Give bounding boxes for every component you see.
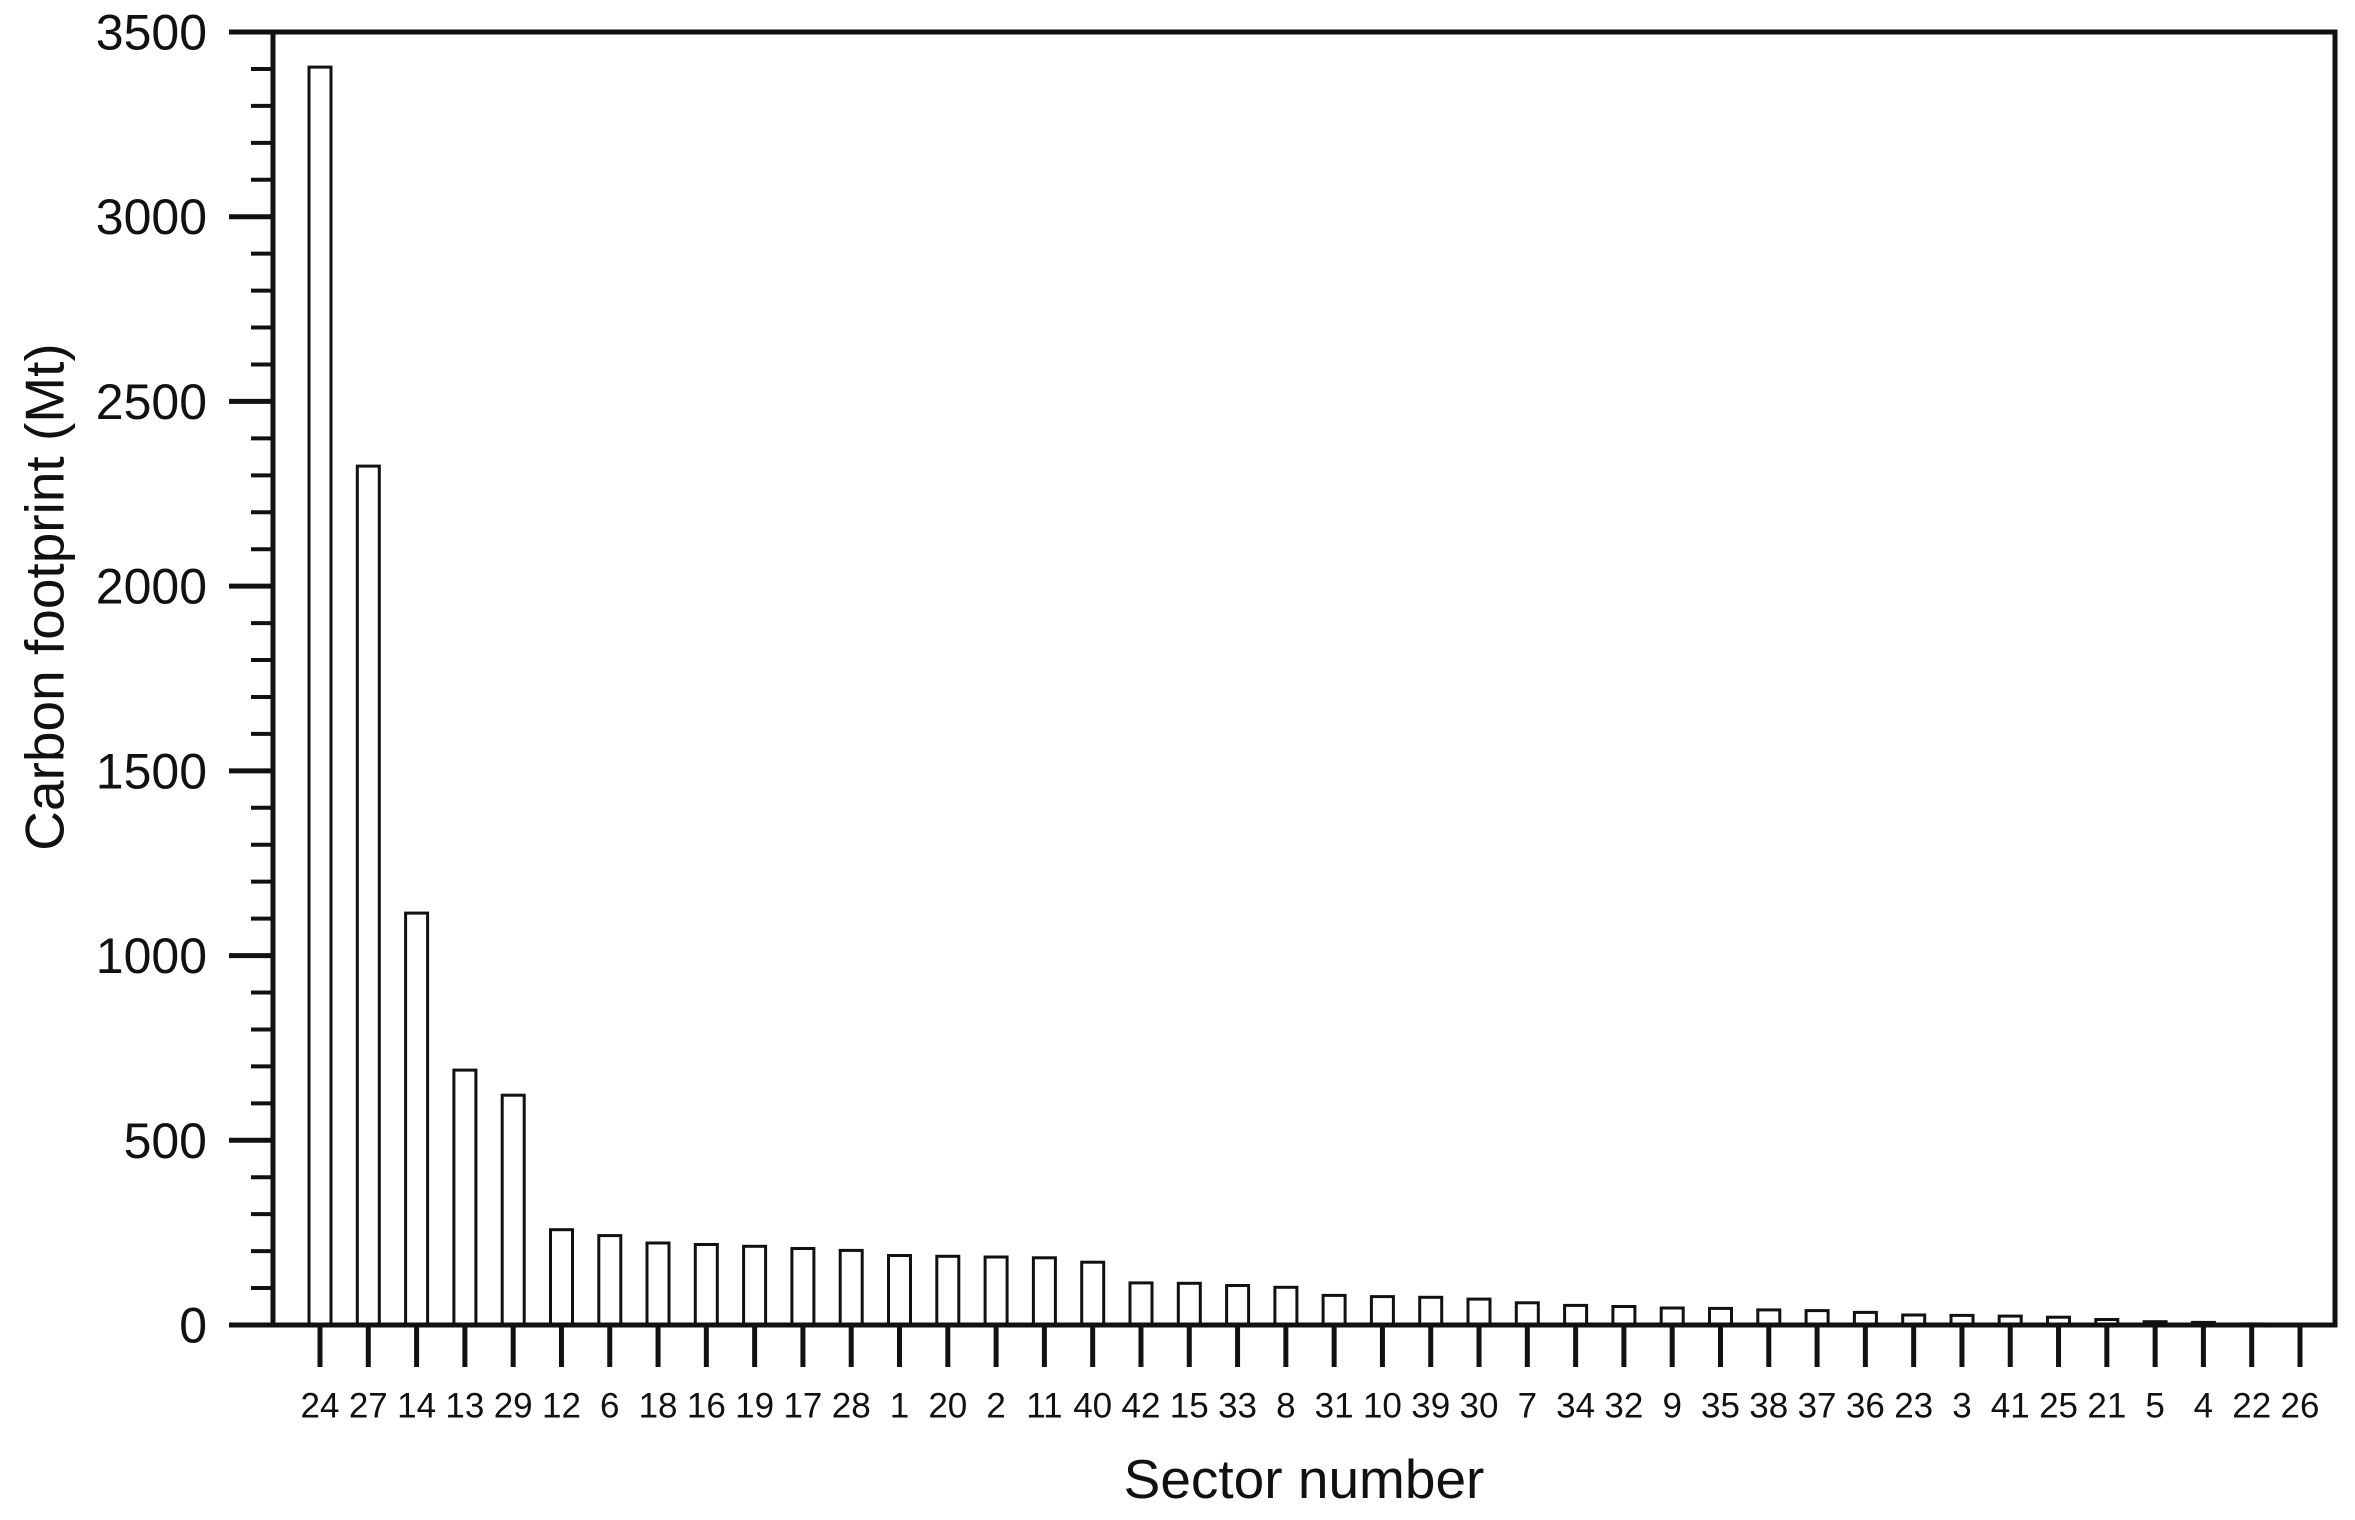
- y-tick-label: 0: [179, 1298, 207, 1354]
- x-tick-label: 10: [1363, 1386, 1402, 1425]
- x-tick-label: 31: [1315, 1386, 1354, 1425]
- bar: [887, 1254, 912, 1327]
- x-tick-label: 5: [2145, 1386, 2164, 1425]
- bar: [1418, 1295, 1444, 1327]
- y-tick-label: 1000: [96, 928, 207, 984]
- x-tick-label: 24: [301, 1386, 340, 1425]
- y-tick-label: 2500: [96, 374, 207, 430]
- y-tick-label: 2000: [96, 559, 207, 615]
- x-axis-title: Sector number: [1123, 1448, 1485, 1510]
- x-tick-label: 35: [1701, 1386, 1740, 1425]
- x-tick-label: 3: [1952, 1386, 1971, 1425]
- bar: [1128, 1281, 1154, 1327]
- x-tick-label: 13: [445, 1386, 484, 1425]
- x-tick-label: 21: [2087, 1386, 2126, 1425]
- bar: [1176, 1281, 1202, 1327]
- x-tick-label: 14: [397, 1386, 436, 1425]
- x-tick-label: 7: [1518, 1386, 1537, 1425]
- x-tick-label: 1: [890, 1386, 909, 1425]
- x-tick-label: 32: [1604, 1386, 1643, 1425]
- x-tick-label: 6: [600, 1386, 619, 1425]
- x-tick-label: 37: [1798, 1386, 1837, 1425]
- x-tick-label: 36: [1846, 1386, 1885, 1425]
- x-tick-label: 2: [986, 1386, 1005, 1425]
- x-tick-label: 19: [735, 1386, 774, 1425]
- bar: [1466, 1297, 1492, 1327]
- bar: [549, 1228, 574, 1327]
- bar: [1225, 1284, 1251, 1327]
- x-tick-label: 25: [2039, 1386, 2078, 1425]
- x-tick-label: 12: [542, 1386, 581, 1425]
- x-tick-label: 4: [2194, 1386, 2213, 1425]
- x-tick-label: 20: [928, 1386, 967, 1425]
- bar: [1321, 1293, 1347, 1327]
- x-tick-label: 9: [1662, 1386, 1681, 1425]
- x-tick-label: 26: [2281, 1386, 2320, 1425]
- x-tick-label: 23: [1894, 1386, 1933, 1425]
- bar: [838, 1248, 864, 1327]
- y-axis-title: Carbon footprint (Mt): [13, 343, 76, 851]
- bar: [1514, 1301, 1540, 1327]
- bar: [500, 1093, 526, 1327]
- y-tick-label: 3000: [96, 189, 207, 245]
- x-tick-label: 16: [687, 1386, 726, 1425]
- x-tick-label: 41: [1991, 1386, 2030, 1425]
- bar: [1080, 1260, 1106, 1327]
- x-tick-label: 27: [349, 1386, 388, 1425]
- bar: [935, 1254, 961, 1327]
- x-tick-label: 17: [783, 1386, 822, 1425]
- y-tick-label: 1500: [96, 743, 207, 799]
- bar: [452, 1068, 478, 1327]
- bar: [404, 911, 430, 1327]
- x-tick-label: 38: [1749, 1386, 1788, 1425]
- x-tick-label: 40: [1073, 1386, 1112, 1425]
- plot-frame: [270, 29, 2338, 1328]
- x-tick-label: 34: [1556, 1386, 1595, 1425]
- x-tick-label: 8: [1276, 1386, 1295, 1425]
- x-tick-label: 42: [1122, 1386, 1161, 1425]
- bar: [645, 1241, 671, 1327]
- x-tick-label: 28: [832, 1386, 871, 1425]
- bar: [742, 1244, 768, 1327]
- bar: [1611, 1305, 1637, 1327]
- x-tick-label: 18: [639, 1386, 678, 1425]
- bar: [790, 1247, 816, 1327]
- y-tick-label: 3500: [96, 5, 207, 61]
- bar: [1031, 1256, 1057, 1327]
- bar: [1659, 1306, 1685, 1327]
- x-tick-label: 30: [1460, 1386, 1499, 1425]
- bar: [693, 1243, 719, 1327]
- x-tick-label: 15: [1170, 1386, 1209, 1425]
- x-tick-label: 33: [1218, 1386, 1257, 1425]
- bar: [355, 464, 381, 1327]
- bar: [597, 1234, 623, 1327]
- bar: [1369, 1295, 1395, 1327]
- bar: [983, 1255, 1009, 1327]
- bar: [307, 65, 333, 1327]
- x-tick-label: 11: [1026, 1386, 1062, 1425]
- y-tick-label: 500: [124, 1113, 207, 1169]
- bar: [1273, 1285, 1299, 1327]
- bar: [1563, 1303, 1589, 1327]
- x-tick-label: 39: [1411, 1386, 1450, 1425]
- x-tick-label: 29: [494, 1386, 533, 1425]
- x-tick-label: 22: [2232, 1386, 2271, 1425]
